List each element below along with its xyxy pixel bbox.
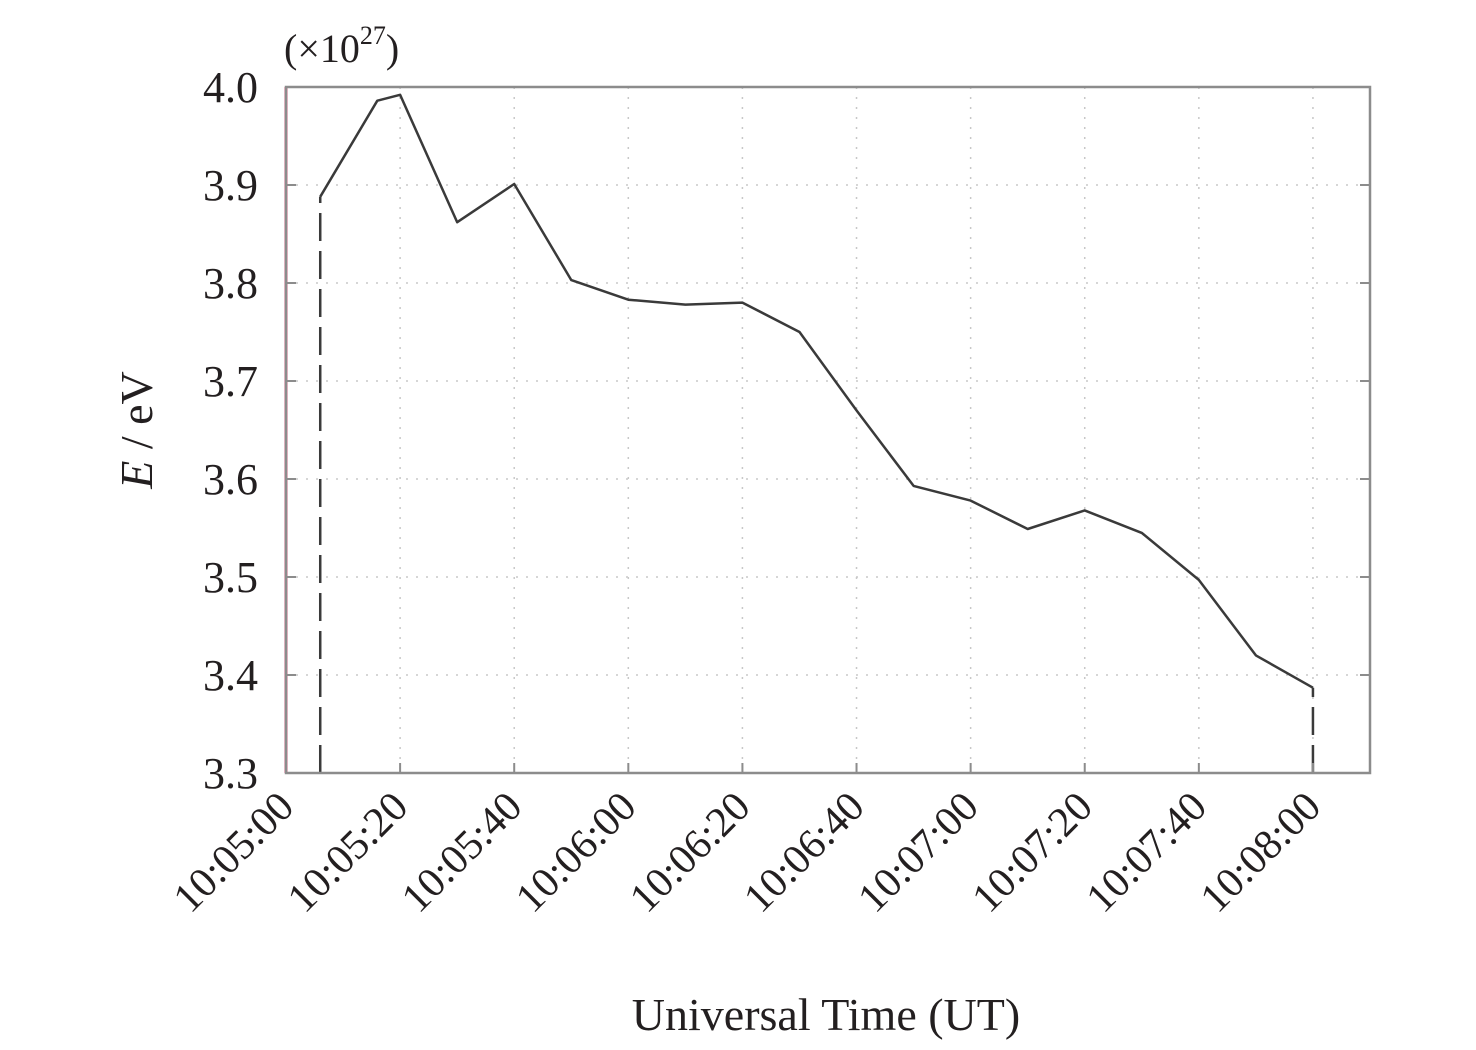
y-tick-label: 3.7 (203, 357, 258, 406)
y-tick-label: 3.8 (203, 259, 258, 308)
y-axis-title-symbol: E (111, 461, 162, 490)
y-multiplier-suffix: ) (386, 26, 399, 71)
x-tick-label: 10:08:00 (1192, 784, 1330, 922)
x-tick-label: 10:05:00 (165, 784, 303, 922)
y-tick-label: 3.4 (203, 651, 258, 700)
y-axis-ticks: 3.3 3.4 3.5 3.6 3.7 3.8 3.9 4.0 (203, 63, 1370, 798)
x-tick-label: 10:07:40 (1078, 784, 1216, 922)
y-tick-label: 4.0 (203, 63, 258, 112)
y-axis-multiplier: (×1027) (284, 21, 399, 71)
plot-area-frame (284, 85, 1372, 775)
x-tick-label: 10:07:20 (964, 784, 1102, 922)
x-tick-label: 10:06:40 (735, 784, 873, 922)
x-tick-label: 10:06:20 (621, 784, 759, 922)
series-layer (319, 93, 1314, 689)
y-axis-title-unit: / eV (111, 371, 162, 460)
x-tick-label: 10:06:00 (507, 784, 645, 922)
x-axis-ticks: 10:05:0010:05:2010:05:4010:06:0010:06:20… (165, 763, 1330, 922)
x-tick-label: 10:05:40 (393, 784, 531, 922)
y-multiplier-prefix: (×10 (284, 26, 360, 71)
series-line (319, 93, 1314, 689)
y-tick-label: 3.9 (203, 161, 258, 210)
y-tick-label: 3.5 (203, 553, 258, 602)
x-tick-label: 10:07:00 (850, 784, 988, 922)
x-tick-label: 10:05:20 (279, 784, 417, 922)
grid-lines (286, 87, 1370, 773)
y-multiplier-exponent: 27 (360, 21, 386, 50)
y-axis-title: E / eV (111, 371, 162, 490)
y-tick-label: 3.3 (203, 749, 258, 798)
annotation-lines (284, 87, 1315, 773)
x-axis-title: Universal Time (UT) (632, 989, 1020, 1040)
y-tick-label: 3.6 (203, 455, 258, 504)
